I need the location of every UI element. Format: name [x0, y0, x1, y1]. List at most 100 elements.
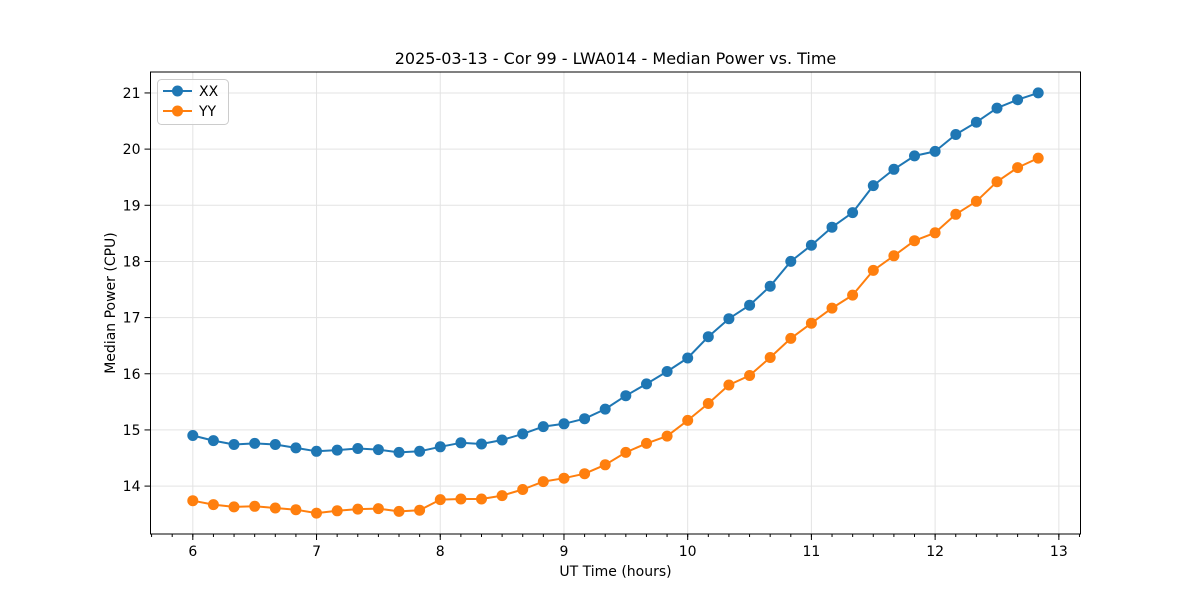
- data-point-XX: [991, 102, 1003, 114]
- data-point-XX: [826, 221, 838, 233]
- data-point-YY: [455, 493, 467, 505]
- x-tick-label: 13: [1050, 544, 1068, 560]
- data-point-YY: [950, 208, 962, 220]
- data-point-YY: [847, 289, 859, 301]
- data-point-YY: [372, 503, 384, 515]
- data-point-YY: [702, 398, 714, 409]
- chart-title: 2025-03-13 - Cor 99 - LWA014 - Median Po…: [394, 49, 837, 68]
- data-point-YY: [579, 468, 591, 480]
- data-point-YY: [826, 302, 838, 314]
- data-point-XX: [269, 439, 281, 450]
- x-tick-label: 12: [926, 544, 944, 560]
- data-point-YY: [249, 500, 261, 512]
- data-point-YY: [228, 501, 240, 513]
- data-point-XX: [434, 441, 446, 453]
- data-point-YY: [764, 352, 776, 363]
- data-point-YY: [269, 502, 281, 514]
- data-point-XX: [888, 163, 900, 175]
- data-point-YY: [641, 437, 652, 449]
- data-point-YY: [393, 505, 405, 517]
- legend: XX YY: [157, 79, 229, 125]
- data-point-YY: [599, 459, 611, 471]
- y-tick-label: 20: [123, 142, 141, 158]
- data-point-XX: [537, 421, 549, 433]
- x-tick-label: 6: [188, 544, 197, 560]
- legend-marker-YY: [172, 105, 183, 117]
- x-tick-label: 11: [802, 544, 820, 560]
- data-point-YY: [909, 235, 920, 247]
- x-tick-label: 7: [312, 544, 321, 560]
- data-point-XX: [517, 428, 529, 440]
- data-point-YY: [187, 495, 199, 507]
- data-point-XX: [805, 239, 817, 251]
- y-tick-label: 18: [123, 254, 141, 270]
- data-point-XX: [929, 145, 941, 157]
- y-axis-label: Median Power (CPU): [103, 232, 119, 374]
- y-tick-label: 19: [123, 198, 141, 214]
- data-point-XX: [950, 129, 962, 140]
- data-point-XX: [641, 378, 652, 390]
- y-tick-label: 21: [123, 86, 141, 102]
- data-point-XX: [558, 418, 570, 430]
- data-point-YY: [1032, 152, 1044, 164]
- data-point-YY: [620, 446, 632, 458]
- data-point-XX: [455, 437, 467, 449]
- data-point-XX: [682, 352, 694, 364]
- x-tick-label: 9: [560, 544, 569, 560]
- series-line-XX: [191, 91, 1040, 454]
- data-point-YY: [970, 195, 982, 207]
- legend-label-YY: YY: [198, 104, 217, 120]
- data-point-YY: [1012, 162, 1024, 174]
- data-point-XX: [249, 437, 261, 449]
- data-point-YY: [785, 332, 797, 344]
- data-point-YY: [352, 503, 364, 515]
- data-point-XX: [702, 331, 714, 343]
- data-point-XX: [744, 299, 756, 311]
- data-point-YY: [744, 370, 756, 381]
- data-point-XX: [496, 434, 508, 446]
- data-point-XX: [1012, 94, 1024, 106]
- data-point-YY: [867, 264, 879, 276]
- y-tick-label: 16: [123, 367, 141, 383]
- data-point-XX: [372, 444, 384, 456]
- data-point-XX: [228, 439, 240, 450]
- data-point-YY: [723, 379, 735, 391]
- data-point-YY: [682, 414, 694, 426]
- data-point-XX: [723, 313, 735, 325]
- y-tick-label: 17: [123, 311, 141, 327]
- data-point-XX: [661, 366, 673, 377]
- data-point-YY: [558, 472, 570, 484]
- data-point-XX: [207, 435, 219, 447]
- x-tick-label: 10: [679, 544, 697, 560]
- y-tick-label: 14: [123, 479, 141, 495]
- data-point-XX: [764, 280, 776, 292]
- data-point-YY: [434, 494, 446, 506]
- data-point-YY: [537, 476, 549, 488]
- data-point-XX: [187, 430, 199, 441]
- data-point-YY: [414, 504, 426, 516]
- data-point-XX: [620, 390, 632, 402]
- data-point-XX: [847, 207, 859, 219]
- series-line-YY: [191, 157, 1040, 515]
- data-point-YY: [888, 250, 900, 262]
- data-point-YY: [207, 499, 219, 511]
- data-point-XX: [352, 443, 364, 454]
- data-point-XX: [867, 180, 879, 192]
- axes-frame: [150, 71, 1081, 535]
- data-point-XX: [1032, 87, 1044, 99]
- legend-marker-XX: [172, 85, 183, 97]
- data-point-YY: [331, 505, 343, 517]
- data-point-YY: [290, 504, 302, 516]
- x-tick-label: 8: [436, 544, 445, 560]
- data-point-XX: [785, 255, 797, 267]
- data-point-XX: [579, 413, 591, 425]
- data-point-XX: [331, 444, 343, 456]
- data-point-XX: [311, 445, 322, 457]
- data-point-YY: [991, 176, 1003, 188]
- y-tick-label: 15: [123, 423, 141, 439]
- data-point-XX: [970, 116, 982, 128]
- data-point-YY: [476, 493, 487, 505]
- data-point-XX: [290, 442, 302, 454]
